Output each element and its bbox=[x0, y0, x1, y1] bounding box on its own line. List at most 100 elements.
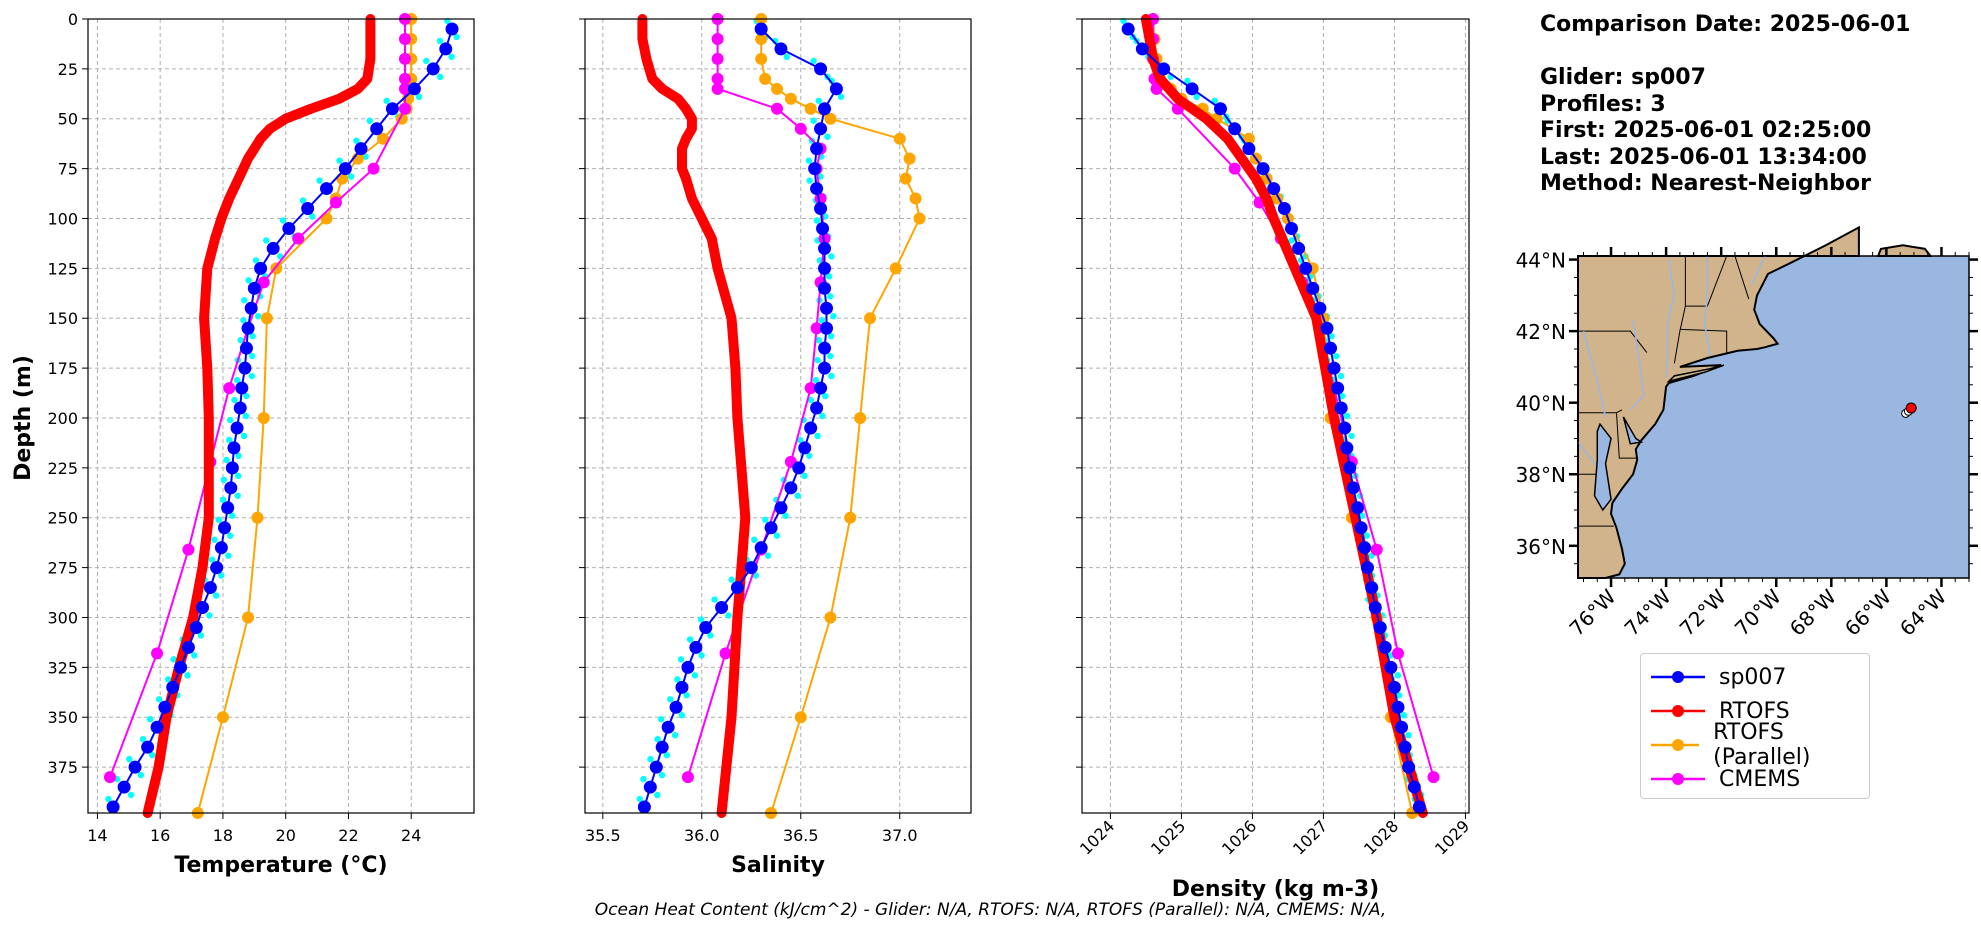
raw-glider-point bbox=[828, 372, 835, 380]
raw-glider-point bbox=[691, 672, 699, 679]
data-point-sp007 bbox=[1360, 561, 1374, 575]
data-point-cmems bbox=[398, 52, 411, 65]
data-point-sp007 bbox=[227, 441, 241, 455]
y-tick-label: 225 bbox=[47, 459, 78, 478]
raw-glider-point bbox=[663, 751, 671, 759]
profile-count: Profiles: 3 bbox=[1540, 91, 1666, 117]
data-point-sp007 bbox=[241, 321, 255, 335]
raw-glider-point bbox=[237, 336, 244, 344]
raw-glider-point bbox=[707, 632, 714, 639]
data-point-cmems bbox=[257, 276, 270, 289]
raw-glider-point bbox=[249, 333, 256, 340]
x-tick-label: 37.0 bbox=[882, 826, 918, 845]
axes-frame bbox=[1081, 18, 1470, 814]
data-point-sp007 bbox=[649, 760, 663, 774]
raw-glider-point bbox=[824, 133, 831, 140]
raw-glider-point bbox=[1337, 372, 1345, 380]
data-point-cmems bbox=[1228, 162, 1241, 175]
data-point-cmems bbox=[711, 72, 724, 85]
raw-glider-point bbox=[819, 412, 826, 420]
data-point-sp007 bbox=[819, 301, 833, 315]
delaware-bay bbox=[1622, 416, 1644, 445]
data-point-sp007 bbox=[1378, 640, 1392, 654]
data-point-sp007 bbox=[675, 680, 689, 694]
raw-glider-point bbox=[241, 297, 248, 304]
data-point-sp007 bbox=[699, 620, 713, 634]
data-point-cmems bbox=[329, 196, 342, 209]
y-tick-label: 300 bbox=[47, 608, 78, 627]
data-point-sp007 bbox=[1185, 82, 1199, 96]
raw-glider-point bbox=[818, 317, 826, 324]
raw-glider-point bbox=[240, 317, 247, 324]
y-tick-label: 250 bbox=[47, 509, 78, 528]
data-point-rtofs-parallel- bbox=[913, 212, 926, 225]
raw-glider-point bbox=[229, 512, 236, 519]
axes-frame bbox=[87, 18, 475, 814]
data-point-sp007 bbox=[1213, 102, 1227, 116]
model-position-marker bbox=[1905, 402, 1917, 414]
y-tick-label: 150 bbox=[47, 309, 78, 328]
last-time: Last: 2025-06-01 13:34:00 bbox=[1540, 144, 1867, 170]
raw-glider-point bbox=[226, 436, 233, 444]
data-point-sp007 bbox=[808, 162, 822, 176]
legend-item-sp007: sp007 bbox=[1651, 662, 1786, 692]
raw-glider-point bbox=[677, 656, 685, 663]
data-point-sp007 bbox=[715, 601, 729, 615]
data-point-sp007 bbox=[1228, 122, 1242, 136]
y-tick-label: 200 bbox=[47, 409, 78, 428]
legend-label-sp007: sp007 bbox=[1719, 664, 1787, 690]
raw-glider-point bbox=[827, 293, 834, 300]
data-point-sp007 bbox=[818, 241, 832, 255]
data-point-rtofs-parallel- bbox=[909, 192, 922, 205]
raw-glider-point bbox=[810, 117, 817, 124]
state-border bbox=[1685, 255, 1728, 307]
legend-item-cmems: CMEMS bbox=[1651, 764, 1800, 794]
raw-glider-point bbox=[309, 213, 316, 220]
data-point-sp007 bbox=[445, 22, 459, 36]
location-map: 76°W 74°W 72°W 70°W 68°W 66°W 64°W 44°N 42°N 40°N… bbox=[1516, 225, 1978, 641]
raw-glider-point bbox=[1343, 412, 1351, 420]
raw-glider-point bbox=[647, 755, 654, 763]
data-point-sp007 bbox=[1299, 261, 1313, 275]
data-point-cmems bbox=[711, 32, 724, 45]
data-point-cmems bbox=[367, 162, 380, 175]
y-tick-label: 350 bbox=[47, 708, 78, 727]
state-border bbox=[1616, 413, 1638, 459]
raw-glider-point bbox=[752, 572, 760, 579]
data-point-sp007 bbox=[643, 780, 657, 794]
data-point-sp007 bbox=[174, 660, 188, 674]
raw-glider-point bbox=[815, 97, 822, 104]
raw-glider-point bbox=[263, 237, 270, 244]
raw-glider-point bbox=[316, 177, 323, 184]
raw-glider-point bbox=[801, 472, 808, 480]
data-point-sp007 bbox=[814, 122, 828, 136]
long-island bbox=[1666, 364, 1725, 383]
raw-glider-point bbox=[1405, 731, 1412, 739]
data-point-cmems bbox=[771, 102, 784, 115]
data-point-sp007 bbox=[1402, 760, 1416, 774]
data-point-rtofs-parallel- bbox=[893, 132, 906, 145]
data-point-cmems bbox=[1391, 647, 1404, 660]
data-point-sp007 bbox=[225, 461, 239, 475]
legend-marker-rtofs-parallel bbox=[1651, 739, 1700, 751]
raw-glider-point bbox=[1394, 672, 1402, 679]
data-point-cmems bbox=[182, 543, 195, 556]
y-tick-label: 50 bbox=[58, 110, 78, 129]
data-point-sp007 bbox=[354, 142, 368, 156]
raw-glider-point bbox=[184, 672, 191, 679]
map-frame bbox=[1577, 255, 1970, 579]
data-point-rtofs-parallel- bbox=[1242, 132, 1255, 145]
legend-label-rtofs-parallel: RTOFS (Parallel) bbox=[1713, 720, 1811, 770]
raw-glider-point bbox=[782, 512, 789, 519]
legend-marker-rtofs bbox=[1651, 705, 1705, 717]
data-point-sp007 bbox=[1135, 42, 1149, 56]
state-border bbox=[1679, 328, 1728, 353]
raw-glider-point bbox=[657, 716, 665, 723]
raw-glider-point bbox=[362, 153, 369, 160]
data-point-sp007 bbox=[798, 441, 812, 455]
data-point-sp007 bbox=[1338, 421, 1352, 435]
raw-glider-point bbox=[240, 432, 248, 440]
data-point-sp007 bbox=[1387, 680, 1401, 694]
data-point-sp007 bbox=[181, 640, 195, 654]
raw-glider-point bbox=[815, 336, 822, 344]
